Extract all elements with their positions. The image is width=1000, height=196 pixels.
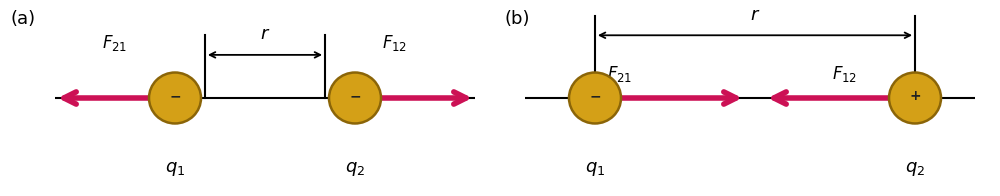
- Text: $q_1$: $q_1$: [585, 160, 605, 178]
- Text: −: −: [349, 89, 361, 103]
- Text: (a): (a): [10, 10, 35, 28]
- Ellipse shape: [149, 73, 201, 123]
- Text: (b): (b): [505, 10, 530, 28]
- Text: $F_{21}$: $F_{21}$: [102, 33, 128, 53]
- Text: $F_{12}$: $F_{12}$: [832, 64, 858, 84]
- Text: −: −: [589, 89, 601, 103]
- Text: −: −: [169, 89, 181, 103]
- Ellipse shape: [889, 73, 941, 123]
- Text: $F_{21}$: $F_{21}$: [607, 64, 633, 84]
- Text: $r$: $r$: [750, 5, 760, 24]
- Text: $r$: $r$: [260, 25, 270, 43]
- Ellipse shape: [329, 73, 381, 123]
- Text: $q_2$: $q_2$: [905, 160, 925, 178]
- Text: $q_2$: $q_2$: [345, 160, 365, 178]
- Text: +: +: [909, 89, 921, 103]
- Text: $q_1$: $q_1$: [165, 160, 185, 178]
- Text: $F_{12}$: $F_{12}$: [382, 33, 408, 53]
- Ellipse shape: [569, 73, 621, 123]
